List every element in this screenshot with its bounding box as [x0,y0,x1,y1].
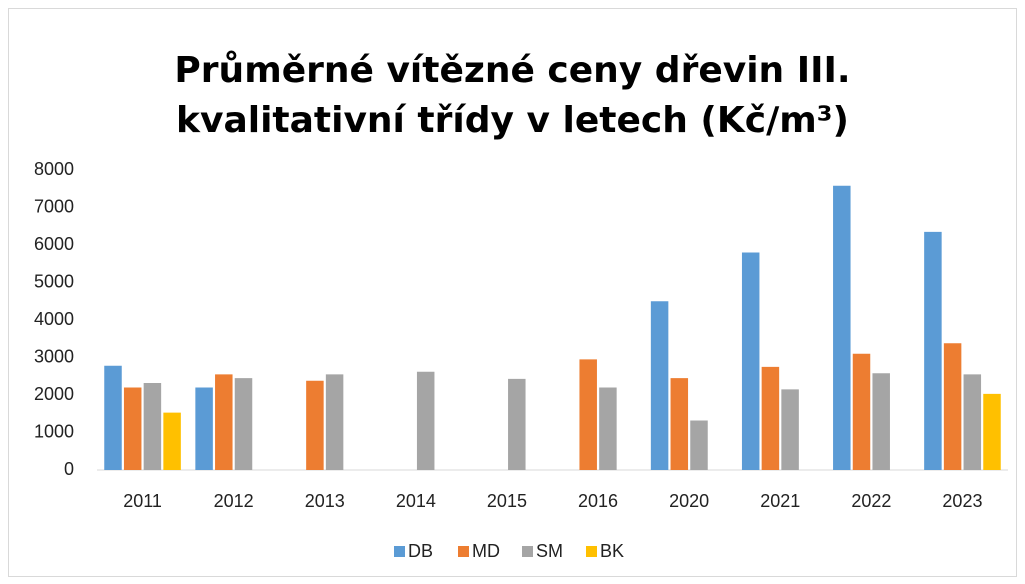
legend-swatch [458,546,469,557]
bar [195,387,213,470]
bar [741,252,760,470]
y-tick-label: 2000 [34,384,74,404]
legend-swatch [394,546,405,557]
bar [983,393,1001,470]
x-tick-label: 2021 [760,491,800,511]
bar [416,371,435,470]
bar [234,378,253,470]
bar [123,387,142,470]
bar [508,378,526,470]
x-tick-label: 2020 [669,491,709,511]
bar [325,374,344,470]
x-tick-label: 2022 [851,491,891,511]
bar [163,412,181,470]
legend-swatch [586,546,597,557]
bar [690,420,708,470]
y-tick-label: 4000 [34,309,74,329]
x-tick-label: 2013 [305,491,345,511]
chart-title: Průměrné vítězné ceny dřevin III. kvalit… [174,50,851,141]
x-tick-label: 2023 [942,491,982,511]
y-tick-label: 7000 [34,196,74,216]
legend-label: SM [536,541,563,561]
bar [104,365,122,470]
x-tick-label: 2014 [396,491,436,511]
bar [963,374,982,470]
x-tick-label: 2012 [214,491,254,511]
legend-label: BK [600,541,624,561]
bar [215,374,233,470]
y-tick-label: 5000 [34,271,74,291]
bar [650,301,669,470]
y-tick-label: 6000 [34,234,74,254]
bar [781,389,799,470]
y-tick-label: 0 [64,459,74,479]
bar [579,359,597,470]
y-tick-label: 1000 [34,421,74,441]
bar [943,343,962,470]
y-tick-label: 3000 [34,346,74,366]
bar [872,373,890,470]
legend-label: MD [472,541,500,561]
legend-swatch [522,546,533,557]
bar [852,353,871,470]
bar [761,366,780,470]
bar [306,380,324,470]
legend-label: DB [408,541,433,561]
bar [143,383,162,470]
bar [833,185,851,470]
y-tick-label: 8000 [34,159,74,179]
x-tick-label: 2011 [123,491,162,511]
x-tick-label: 2016 [578,491,618,511]
x-tick-label: 2015 [487,491,527,511]
bar [599,387,617,470]
bar [924,231,942,470]
bar [670,378,689,470]
